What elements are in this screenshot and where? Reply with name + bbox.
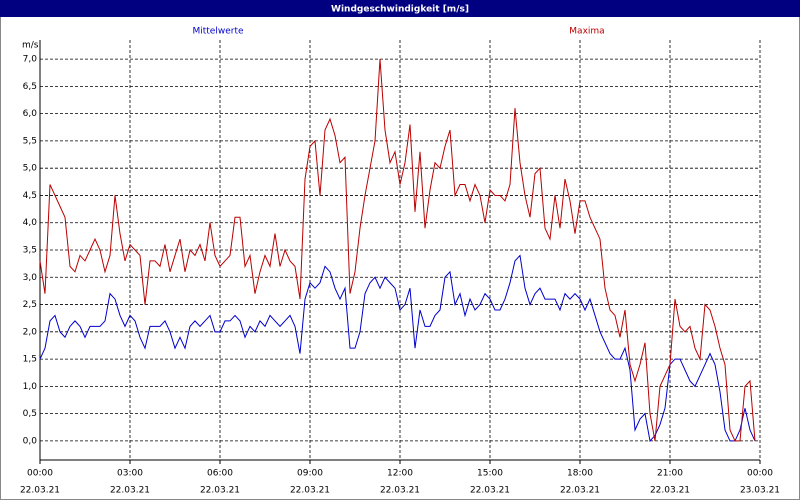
y-tick-label: 6,0 [23, 109, 38, 119]
x-tick-label: 00:00 [27, 469, 53, 479]
y-tick-label: 4,5 [23, 191, 37, 201]
y-tick-label: 2,5 [23, 300, 37, 310]
x-tick-label: 18:00 [567, 469, 593, 479]
x-tick-date: 22.03.21 [290, 486, 330, 496]
x-tick-date: 22.03.21 [650, 486, 690, 496]
legend-entry: Maxima [569, 27, 604, 37]
y-tick-label: 3,0 [23, 273, 38, 283]
y-axis-label: m/s [22, 41, 39, 51]
y-tick-label: 0,0 [23, 436, 38, 446]
x-tick-label: 15:00 [477, 469, 503, 479]
x-tick-date: 23.03.21 [740, 486, 780, 496]
x-tick-date: 22.03.21 [470, 486, 510, 496]
legend-entry: Mittelwerte [192, 27, 243, 37]
x-tick-date: 22.03.21 [200, 486, 240, 496]
x-tick-date: 22.03.21 [110, 486, 150, 496]
y-tick-label: 4,0 [23, 218, 38, 228]
chart-title: Windgeschwindigkeit [m/s] [331, 5, 469, 15]
x-tick-date: 22.03.21 [380, 486, 420, 496]
x-tick-label: 09:00 [297, 469, 323, 479]
x-tick-label: 06:00 [207, 469, 233, 479]
y-tick-label: 5,0 [23, 164, 38, 174]
y-tick-label: 0,5 [23, 409, 37, 419]
y-tick-label: 1,5 [23, 355, 37, 365]
x-tick-date: 22.03.21 [20, 486, 60, 496]
series-line [39, 254, 756, 442]
series-line [39, 59, 756, 442]
x-tick-label: 21:00 [657, 469, 683, 479]
x-tick-label: 00:00 [747, 469, 773, 479]
x-tick-label: 12:00 [387, 469, 413, 479]
y-tick-label: 7,0 [23, 55, 38, 65]
y-tick-label: 3,5 [23, 246, 37, 256]
y-tick-label: 2,0 [23, 327, 38, 337]
y-tick-label: 6,5 [23, 82, 37, 92]
x-tick-label: 03:00 [117, 469, 143, 479]
x-tick-date: 22.03.21 [560, 486, 600, 496]
y-tick-label: 5,5 [23, 136, 37, 146]
title-bar [0, 0, 800, 17]
y-tick-label: 1,0 [23, 382, 38, 392]
